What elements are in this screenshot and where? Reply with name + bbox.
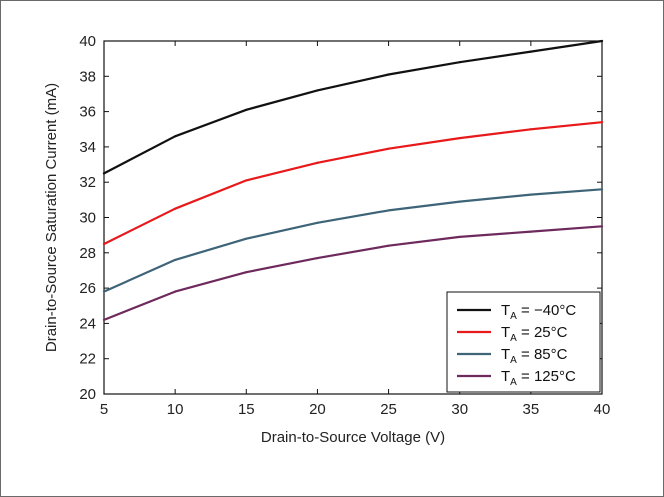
data-point: [529, 230, 532, 233]
series-layer: [102, 39, 604, 321]
data-point: [102, 172, 106, 175]
data-point: [600, 39, 604, 43]
points-layer: [102, 39, 604, 321]
data-point: [600, 188, 604, 191]
data-point: [245, 108, 248, 111]
data-point: [529, 193, 532, 196]
y-tick-label: 40: [79, 33, 96, 50]
data-point: [102, 242, 106, 246]
y-tick-label: 22: [79, 351, 96, 368]
data-point: [458, 136, 461, 140]
data-point: [174, 207, 177, 210]
legend: TA = −40°CTA = 25°CTA = 85°CTA = 125°C: [446, 291, 601, 393]
x-tick-label: 30: [451, 401, 468, 418]
data-point: [102, 318, 106, 321]
data-point: [316, 161, 319, 164]
data-point: [245, 271, 248, 274]
data-point: [529, 50, 532, 53]
x-tick-label: 10: [167, 401, 184, 418]
data-point: [600, 121, 604, 124]
data-point: [174, 290, 177, 293]
y-tick-label: 38: [79, 68, 96, 85]
data-point: [245, 237, 248, 240]
data-point: [529, 128, 532, 131]
series-line-1: [102, 121, 604, 246]
y-tick-label: 26: [79, 280, 96, 297]
data-point: [458, 61, 461, 64]
data-point: [387, 73, 390, 76]
legend-label: TA = 125°C: [501, 368, 576, 388]
x-axis-label: Drain-to-Source Voltage (V): [261, 429, 445, 446]
data-point: [387, 244, 390, 247]
legend-box: [446, 291, 601, 393]
legend-label: TA = −40°C: [501, 302, 576, 322]
x-tick-label: 20: [309, 401, 326, 418]
y-tick-label: 36: [79, 104, 96, 121]
data-point: [174, 258, 177, 261]
series-line-0: [102, 39, 604, 175]
data-point: [458, 235, 461, 239]
data-point: [245, 179, 248, 182]
series-line-2: [102, 188, 604, 293]
y-tick-label: 24: [79, 315, 96, 332]
legend-label: TA = 85°C: [501, 346, 568, 366]
x-tick-label: 25: [380, 401, 397, 418]
data-point: [316, 89, 319, 92]
data-point: [174, 135, 177, 138]
data-point: [458, 200, 461, 203]
legend-label: TA = 25°C: [501, 324, 568, 344]
data-point: [387, 209, 390, 212]
y-tick-label: 30: [79, 210, 96, 227]
data-point: [316, 221, 319, 224]
y-axis-label: Drain-to-Source Saturation Current (mA): [43, 83, 60, 352]
y-tick-label: 20: [79, 386, 96, 403]
data-point: [316, 256, 319, 260]
x-tick-label: 5: [100, 401, 108, 418]
axis-ticks: [103, 40, 603, 395]
data-point: [387, 147, 390, 150]
tick-labels: 5 10 15 20 25 30 35 40 20 22 24 26 28 30 32 34 36 38 40: [79, 33, 610, 418]
x-tick-label: 35: [523, 401, 540, 418]
data-point: [600, 225, 604, 228]
y-tick-label: 28: [79, 245, 96, 262]
x-tick-label: 15: [238, 401, 255, 418]
series-line-3: [102, 225, 604, 321]
data-point: [102, 290, 106, 293]
x-tick-label: 40: [594, 401, 611, 418]
y-tick-label: 34: [79, 139, 96, 156]
y-tick-label: 32: [79, 174, 96, 191]
